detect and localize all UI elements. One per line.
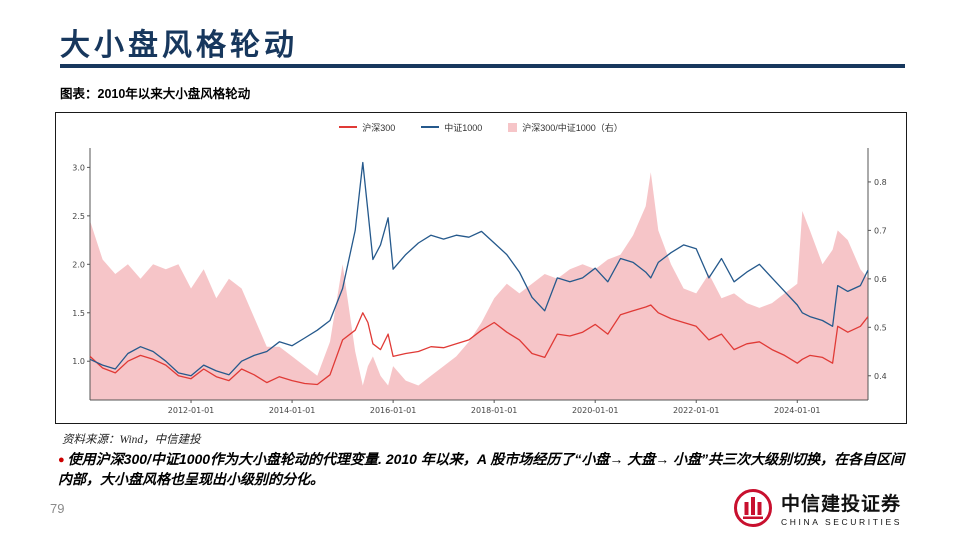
right-tick-label: 0.4: [874, 372, 887, 381]
x-tick-label: 2020-01-01: [572, 406, 619, 415]
chart-legend: 沪深300 中证1000 沪深300/中证1000（右）: [56, 116, 906, 138]
x-tick-label: 2012-01-01: [168, 406, 215, 415]
chart-plot: 1.0 1.5 2.0 2.5 3.0 0.4 0.5 0.6 0.7 0.8 2012-01-01…: [72, 148, 887, 415]
x-tick-label: 2016-01-01: [370, 406, 417, 415]
right-tick-label: 0.8: [874, 178, 887, 187]
left-tick-label: 1.5: [72, 309, 85, 318]
left-tick-label: 2.5: [72, 212, 85, 221]
left-tick-label: 2.0: [72, 260, 85, 269]
legend-item-ratio: 沪深300/中证1000（右）: [508, 121, 623, 134]
x-tick-label: 2014-01-01: [269, 406, 316, 415]
legend-swatch-zz1000: [421, 126, 440, 128]
legend-item-zz1000: 中证1000: [421, 121, 482, 134]
series-line-hs300: [89, 304, 869, 386]
x-tick-label: 2024-01-01: [774, 406, 821, 415]
legend-swatch-ratio: [508, 122, 518, 132]
logo-text: 中信建投证券 CHINA SECURITIES: [781, 489, 902, 527]
page-title: 大小盘风格轮动: [60, 28, 298, 63]
legend-label-ratio: 沪深300/中证1000（右）: [522, 122, 623, 133]
logo-icon: [734, 489, 773, 527]
legend-label-hs300: 沪深300: [362, 122, 396, 133]
bullet-point: ● 使用沪深300/中证1000作为大小盘轮动的代理变量. 2010 年以来，A …: [58, 449, 910, 490]
chart-frame: 沪深300 中证1000 沪深300/中证1000（右） 1.0 1.5 2.0 2.5 3…: [55, 112, 907, 424]
right-tick-label: 0.7: [874, 226, 887, 235]
x-tick-label: 2022-01-01: [673, 406, 720, 415]
series-area-ratio: [90, 172, 868, 400]
bullet-text: 使用沪深300/中证1000作为大小盘轮动的代理变量. 2010 年以来，A 股…: [58, 451, 905, 488]
series-line-zz1000: [89, 161, 869, 377]
figure-caption: 图表：2010年以来大小盘风格轮动: [60, 87, 251, 101]
right-tick-label: 0.6: [874, 275, 887, 284]
left-tick-label: 1.0: [72, 357, 85, 366]
x-tick-label: 2018-01-01: [471, 406, 518, 415]
title-rule: [60, 64, 905, 68]
source-note: 资料来源：Wind，中信建投: [62, 434, 201, 446]
legend-swatch-hs300: [339, 126, 358, 128]
logo-name-cn: 中信建投证券: [781, 493, 902, 515]
bullet-marker-icon: ●: [58, 454, 65, 466]
legend-item-hs300: 沪深300: [339, 121, 395, 134]
logo-name-en: CHINA SECURITIES: [781, 517, 902, 527]
page-number: 79: [50, 501, 65, 516]
right-tick-label: 0.5: [874, 323, 887, 332]
left-tick-label: 3.0: [72, 163, 85, 172]
company-logo: 中信建投证券 CHINA SECURITIES: [733, 488, 902, 528]
legend-label-zz1000: 中证1000: [444, 122, 483, 133]
